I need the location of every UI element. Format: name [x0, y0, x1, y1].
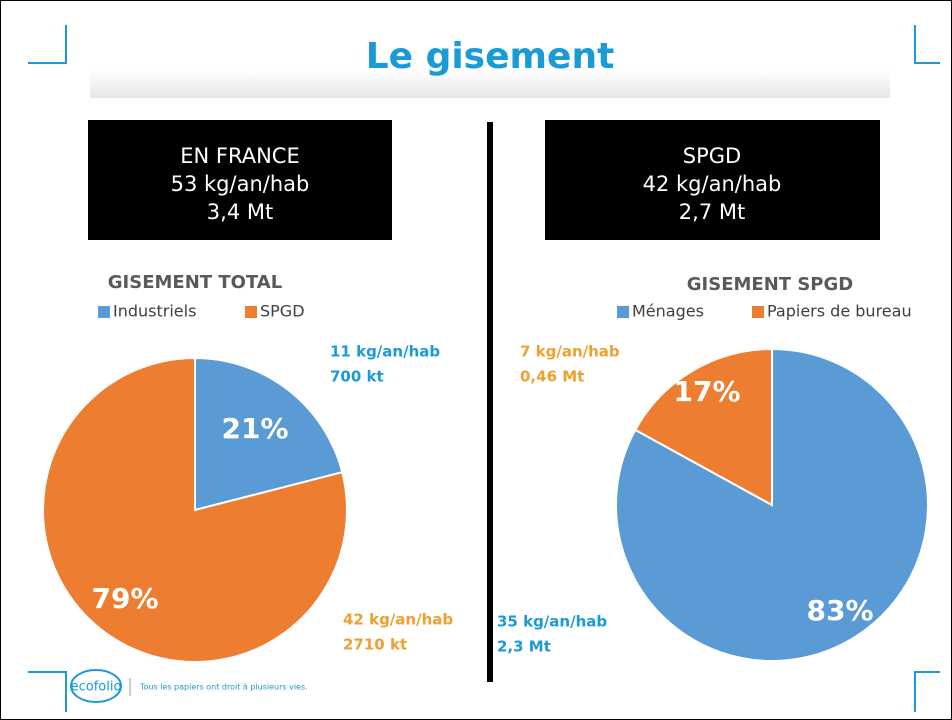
legend-label: Papiers de bureau — [767, 302, 912, 321]
info-box — [545, 120, 880, 240]
legend-label: Industriels — [113, 302, 196, 321]
annotation: 2,3 Mt — [497, 638, 551, 656]
info-box — [88, 120, 392, 240]
annotation: 11 kg/an/hab — [330, 343, 440, 361]
annotation: 35 kg/an/hab — [497, 613, 607, 631]
slide-title: Le gisement — [366, 36, 615, 77]
legend-swatch — [245, 306, 257, 318]
pie-slice — [42, 356, 348, 663]
pie-slice — [194, 356, 344, 512]
legend-label: SPGD — [260, 302, 305, 321]
logo-ring — [70, 669, 122, 703]
value-label: 17% — [673, 375, 740, 408]
annotation: 42 kg/an/hab — [343, 611, 453, 629]
tagline: Tous les papiers ont droit à plusieurs v… — [139, 683, 308, 692]
box-line: 42 kg/an/hab — [643, 172, 782, 196]
logo: ecofolio — [71, 680, 122, 695]
box-line: 2,7 Mt — [679, 200, 745, 224]
value-label: 79% — [91, 582, 158, 615]
annotation: 700 kt — [330, 368, 384, 386]
pie-slice — [633, 347, 773, 507]
annotation: 7 kg/an/hab — [520, 343, 620, 361]
legend-swatch — [752, 306, 764, 318]
value-label: 21% — [221, 412, 288, 445]
legend-swatch — [617, 306, 629, 318]
legend-swatch — [98, 306, 110, 318]
box-line: 53 kg/an/hab — [171, 172, 310, 196]
value-label: 83% — [806, 594, 873, 627]
chart-title: GISEMENT TOTAL — [108, 272, 282, 293]
annotation: 0,46 Mt — [520, 368, 584, 386]
footer: ecofolio Tous les papiers ont droit à pl… — [70, 669, 308, 703]
legend-label: Ménages — [632, 302, 704, 321]
divider — [487, 122, 493, 682]
chart-title: GISEMENT SPGD — [687, 274, 853, 295]
box-line: SPGD — [683, 144, 741, 168]
box-line: EN FRANCE — [180, 144, 299, 168]
annotation: 2710 kt — [343, 636, 407, 654]
title-band — [90, 70, 890, 98]
corner-brackets — [28, 25, 940, 712]
box-line: 3,4 Mt — [207, 200, 273, 224]
